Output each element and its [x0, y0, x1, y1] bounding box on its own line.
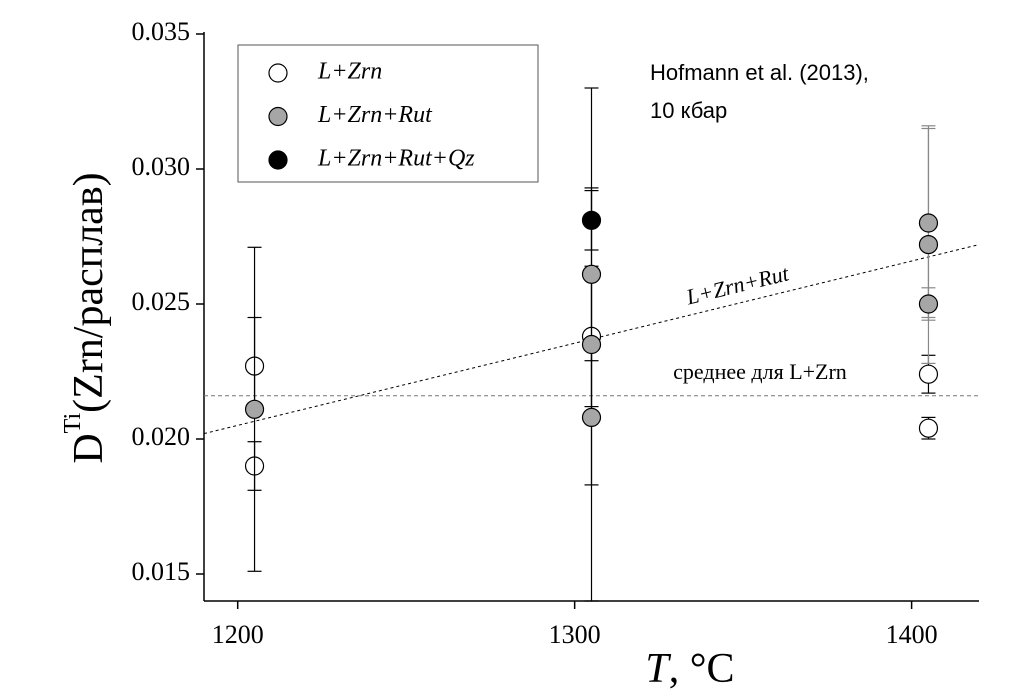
line-label: среднее для L+Zrn [673, 359, 847, 384]
point [244, 399, 265, 419]
legend-label: L+Zrn+Rut [317, 102, 433, 128]
y-tick-label: 0.030 [132, 152, 191, 181]
annotation: Hofmann et al. (2013), [650, 60, 869, 85]
point [581, 210, 602, 230]
legend-marker [268, 106, 288, 127]
line-label: L+Zrn+Rut [683, 260, 792, 309]
x-axis-var: T [645, 646, 671, 692]
y-tick-label: 0.035 [132, 17, 191, 46]
y-axis-rest: (Zrn/расплав) [66, 172, 112, 412]
legend-label: L+Zrn [317, 59, 382, 85]
legend-marker [268, 63, 288, 83]
point [918, 213, 939, 233]
legend-box [237, 44, 539, 183]
annotation: 10 кбар [650, 98, 727, 123]
legend-marker [268, 150, 288, 170]
point [918, 294, 939, 314]
point [581, 264, 602, 284]
point [918, 418, 939, 438]
point [918, 364, 939, 384]
point [581, 334, 602, 355]
y-axis-sup: Ti [60, 412, 86, 433]
x-axis-title: T, °C [645, 646, 734, 692]
y-tick-label: 0.025 [132, 287, 191, 316]
y-tick-label: 0.015 [132, 557, 191, 586]
x-tick-label: 1300 [549, 620, 601, 649]
point [581, 407, 602, 427]
x-axis-unit: , °C [669, 646, 735, 692]
legend-label: L+Zrn+Rut+Qz [317, 146, 475, 172]
point [918, 235, 939, 255]
x-tick-label: 1400 [886, 620, 938, 649]
y-axis-title: DTi(Zrn/расплав) [60, 172, 112, 463]
y-axis-main: D [66, 433, 112, 463]
x-tick-label: 1200 [212, 620, 264, 649]
y-tick-label: 0.020 [132, 422, 191, 451]
